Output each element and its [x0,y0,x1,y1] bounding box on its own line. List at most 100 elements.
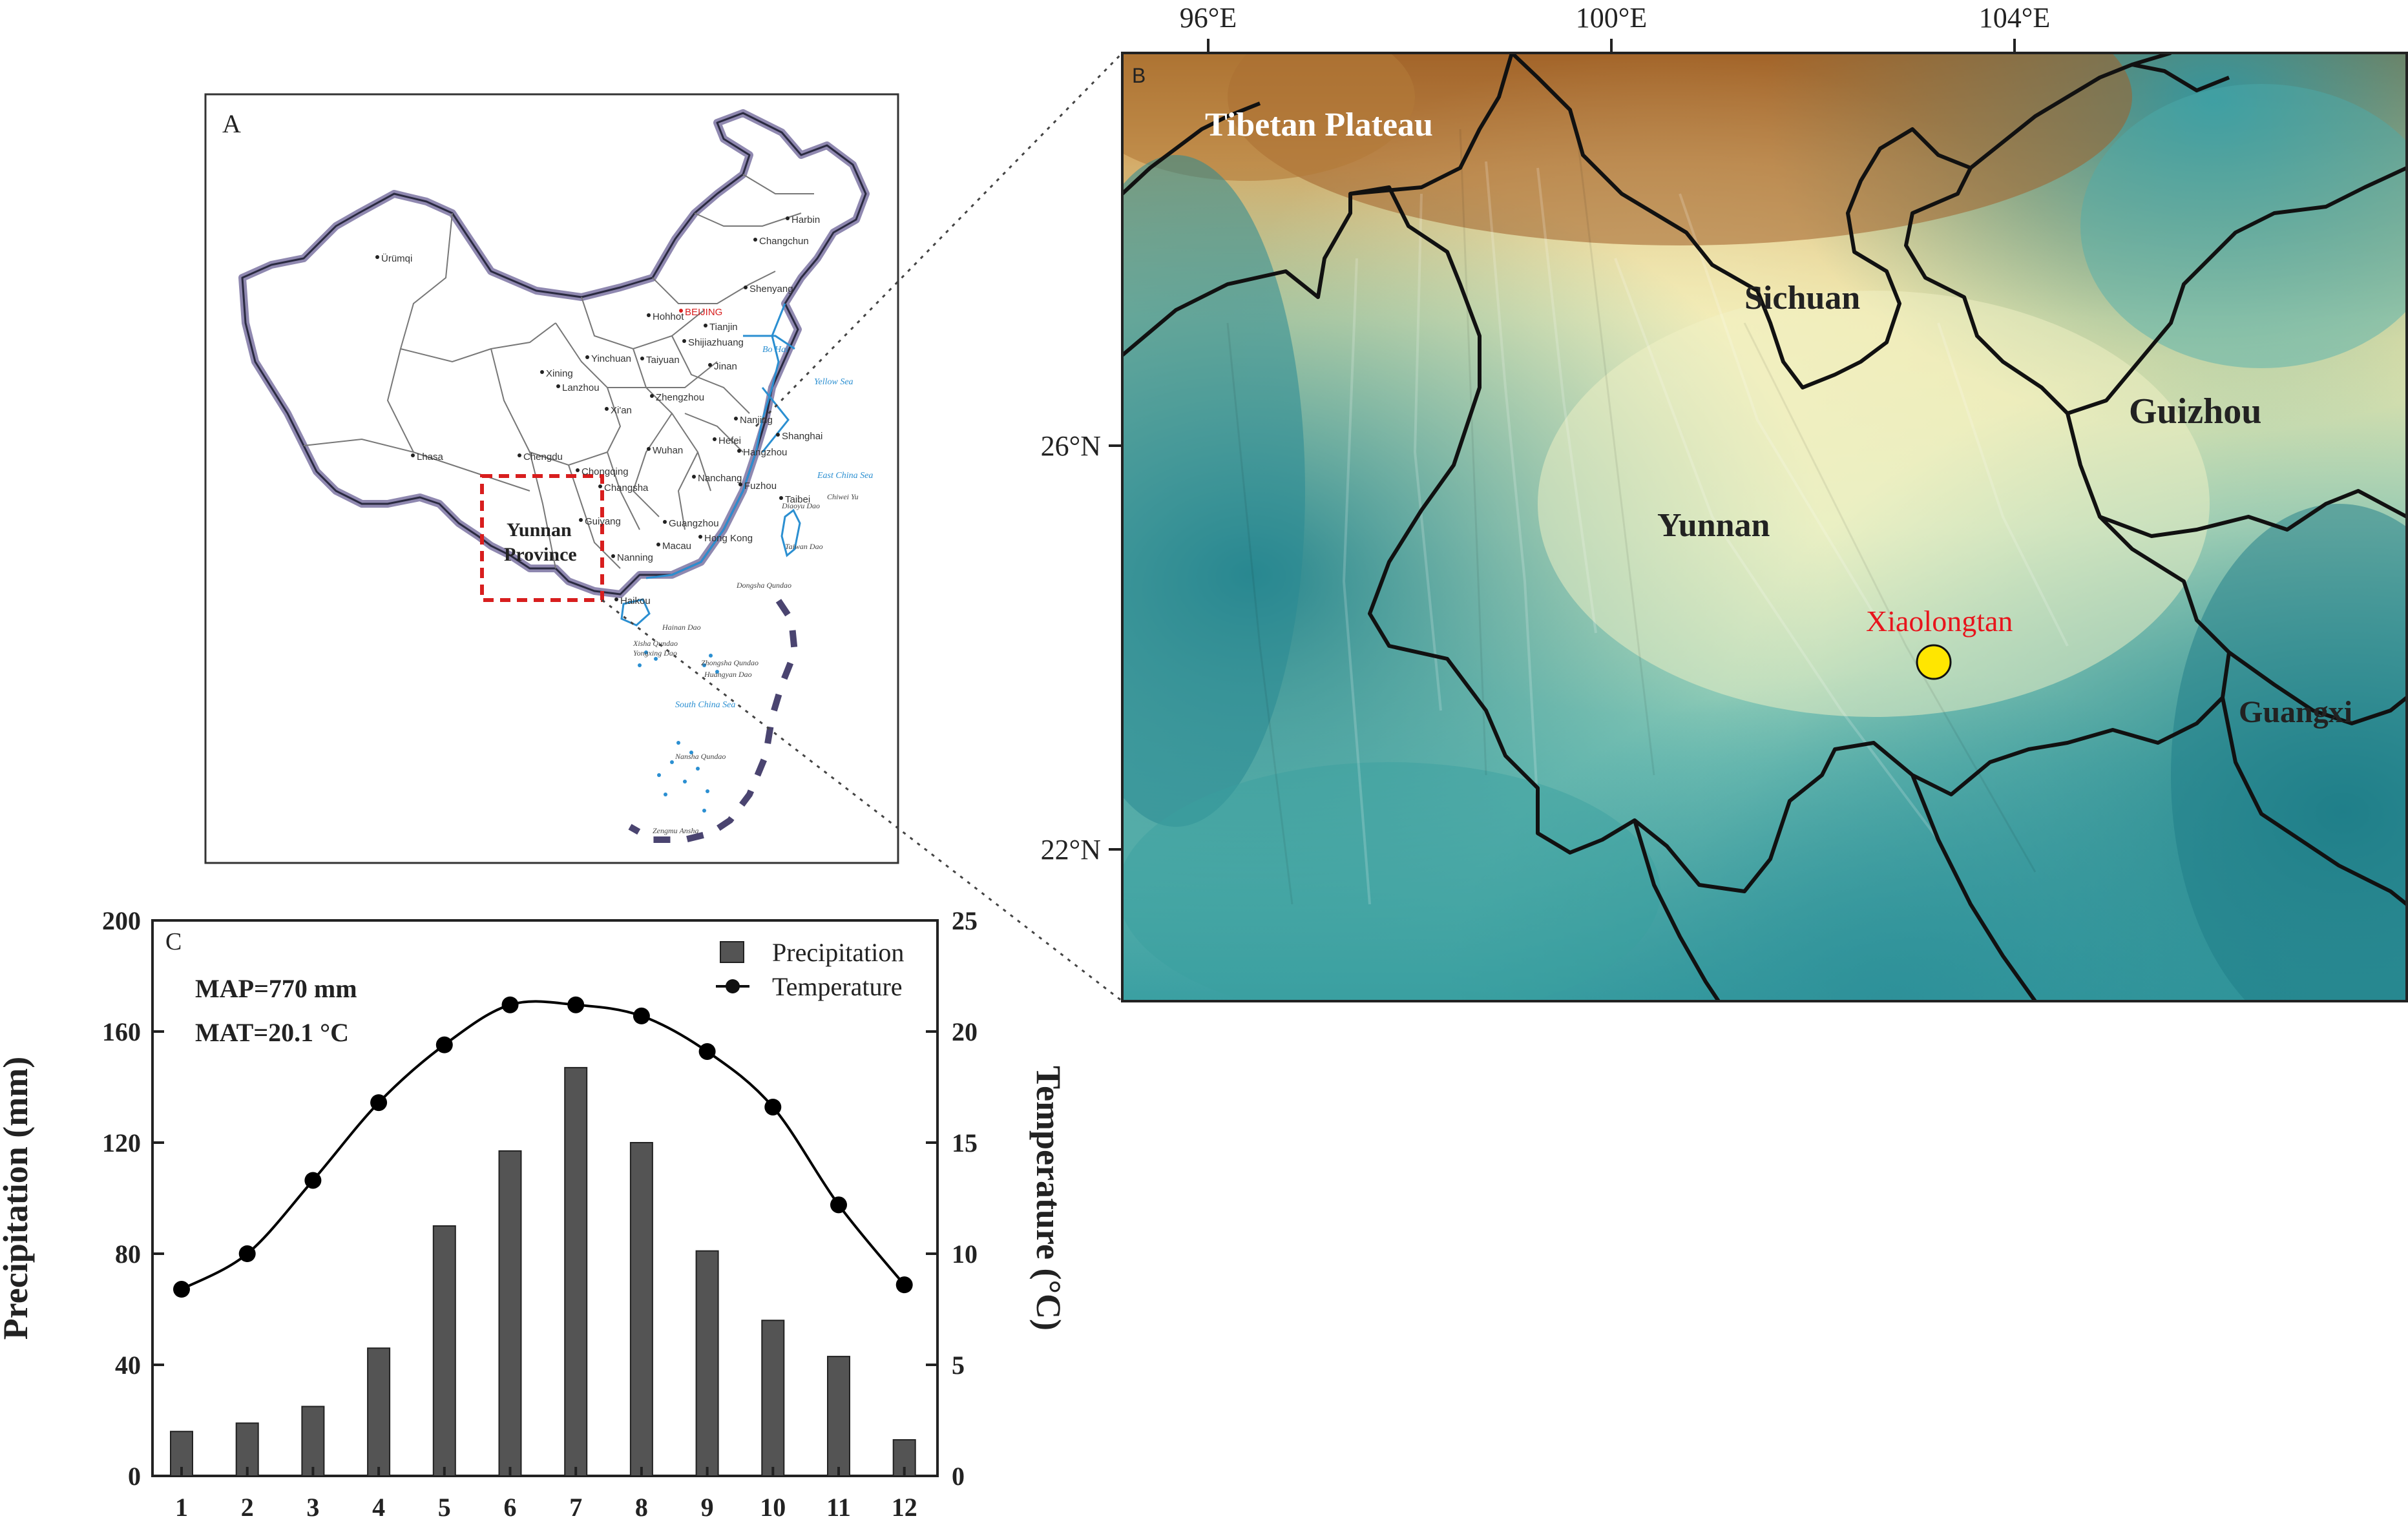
temperature-point-month-4 [370,1094,388,1112]
precip-bar-month-6 [498,1150,522,1477]
x-tick-label-month-2: 2 [241,1493,254,1522]
island-label-xisha-qundao: Xisha Qundao [633,639,678,648]
connector-line-top [755,52,1124,428]
y-right-tick-label: 25 [952,906,978,935]
city-dot-xi-an [605,407,609,411]
city-dot-lanzhou [556,384,560,388]
city-dot-macau [656,543,660,546]
legend-temperature-marker [726,979,740,993]
city-label-guangzhou: Guangzhou [669,518,719,529]
city-dot-yinchuan [585,355,589,359]
y-left-tick-label: 200 [102,906,141,935]
legend-precipitation-label: Precipitation [772,938,904,967]
city-dot-hangzhou [737,449,741,453]
lon-tick-100e: 100°E [1576,2,1647,34]
city-dot-fuzhou [738,482,742,486]
panel-c-label: C [165,928,182,955]
city-label-lhasa: Lhasa [417,451,444,462]
city-labels: Ürümqi Harbin Changchun Shenyang Hohhot BEIJI… [375,214,822,607]
y-axis-left-title: Precipitation (mm) [0,1057,35,1340]
latitude-ticks: 26°N 22°N [1041,430,1122,866]
city-dot-haikou [614,597,618,601]
sea-label-south-china-sea: South China Sea [675,700,735,710]
x-tick-label-month-7: 7 [569,1493,582,1522]
temperature-point-month-10 [764,1098,782,1115]
region-label-tibetan-plateau: Tibetan Plateau [1205,107,1433,143]
city-dot-guiyang [579,518,583,522]
city-dot-hong-kong [698,535,702,539]
precip-bar-month-4 [367,1347,391,1477]
region-label-guangxi: Guangxi [2239,695,2352,729]
city-dot-wuhan [647,447,651,451]
precip-bar-month-3 [301,1406,325,1477]
lon-tick-96e: 96°E [1180,2,1237,34]
city-dot-zhengzhou [650,394,654,398]
longitude-ticks: 96°E 100°E 104°E [1180,2,2050,53]
city-dot-r-mqi [375,255,379,259]
y-axis-right-title: Temperature (°C) [1029,1066,1068,1331]
y-right-tick-label: 0 [952,1462,965,1491]
city-label-nanjing: Nanjing [740,415,773,426]
island-label-diaoyu-dao: Diaoyu Dao [781,501,820,510]
panel-c-climate-chart: C MAP=770 mm MAT=20.1 °C Precipitation T… [0,906,1068,1522]
island-label-hainan-dao: Hainan Dao [662,623,701,632]
site-marker[interactable] [1916,644,1952,680]
y-left-tick-label: 160 [102,1017,141,1046]
temperature-point-month-1 [173,1281,190,1298]
temperature-point-month-3 [304,1172,322,1189]
island-label-yongxing-dao: Yongxing Dao [633,648,677,658]
city-label-hangzhou: Hangzhou [743,447,787,458]
precip-bar-month-11 [827,1356,850,1477]
precip-bar-month-1 [170,1431,193,1477]
region-label-guizhou: Guizhou [2129,391,2261,431]
x-tick-label-month-10: 10 [760,1493,786,1522]
x-tick-label-month-6: 6 [504,1493,517,1522]
city-label-haikou: Haikou [620,596,651,607]
y-right-tick-label: 10 [952,1240,978,1269]
city-label-shijiazhuang: Shijiazhuang [688,337,744,348]
city-label-hong-kong: Hong Kong [704,533,753,544]
south-china-sea-boundary [628,599,799,843]
temperature-point-month-6 [501,996,519,1013]
city-label-hefei: Hefei [718,435,741,446]
temperature-point-month-2 [238,1245,256,1262]
connector-line-bottom [602,599,1123,1002]
temperature-point-month-9 [698,1043,716,1060]
y-right-tick-label: 20 [952,1017,978,1046]
city-dot-changchun [753,238,757,242]
y-left-tick-label: 80 [115,1240,141,1269]
city-label-fuzhou: Fuzhou [744,481,777,492]
temperature-point-month-5 [435,1036,453,1053]
map-annotation: MAP=770 mm [195,974,357,1003]
island-label-dongsha-qundao: Dongsha Qundao [736,581,791,590]
city-dot-taibei [779,496,783,500]
y-right-tick-label: 5 [952,1351,965,1380]
lat-tick-22n: 22°N [1041,834,1101,866]
precip-bar-month-10 [761,1320,785,1477]
region-label-sichuan: Sichuan [1744,280,1860,316]
precip-bar-month-9 [695,1250,719,1477]
city-dot-jinan [708,363,712,367]
chart-legend: Precipitation Temperature [716,938,904,1001]
city-dot-shenyang [744,285,748,289]
legend-precipitation-swatch [720,941,744,963]
city-label-macau: Macau [662,541,691,552]
city-label-wuhan: Wuhan [653,445,683,456]
city-dot-hohhot [647,313,651,317]
city-dot-chongqing [576,468,580,472]
island-label-huangyan-dao: Huangyan Dao [704,670,752,679]
city-dot-shanghai [776,433,780,437]
island-labels: Diaoyu Dao Chiwei Yu Taiwan Dao Dongsha Qun… [633,492,859,835]
sea-label-yellow-sea: Yellow Sea [814,377,853,387]
site-label-xiaolongtan: Xiaolongtan [1866,605,2013,638]
temperature-point-month-12 [895,1276,913,1294]
lat-tick-26n: 26°N [1041,430,1101,462]
city-label-jinan: Jinan [714,361,737,372]
city-label-tianjin: Tianjin [709,322,738,333]
sea-label-bo-hai: Bo Hai [762,345,788,355]
city-dot-changsha [598,484,602,488]
panel-b-label: B [1132,64,1146,87]
province-boundaries [303,174,814,569]
